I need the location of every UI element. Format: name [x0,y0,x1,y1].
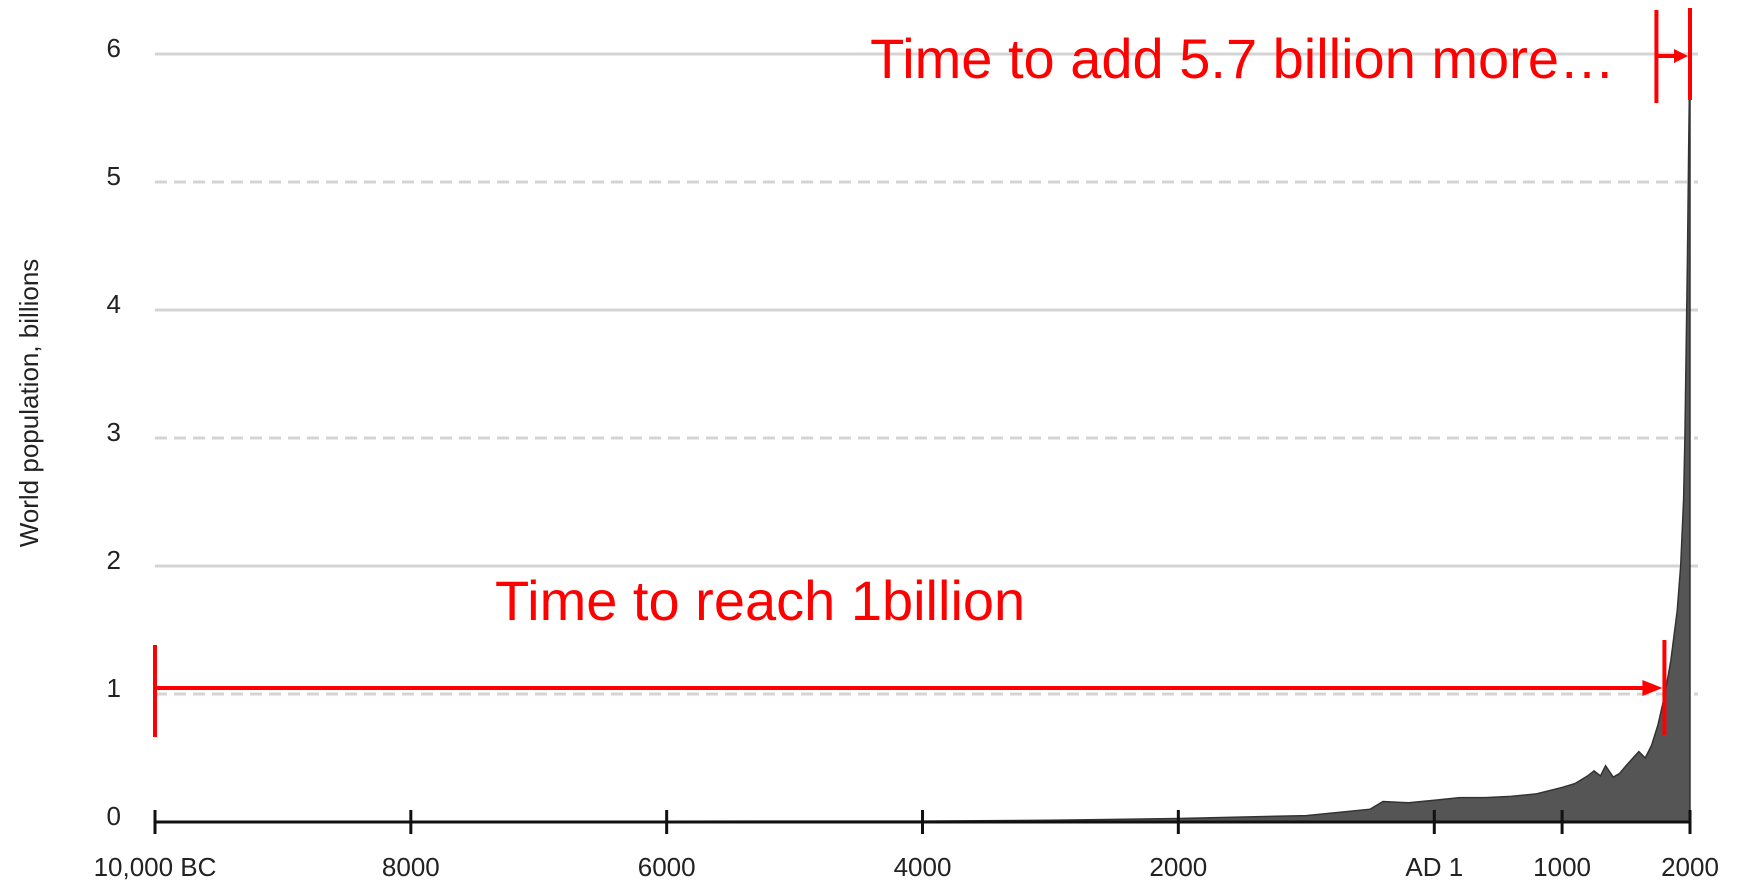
x-tick-label: 1000 [1533,852,1591,882]
x-tick-label: 4000 [894,852,952,882]
y-tick-label: 4 [107,289,121,319]
x-tick-label: AD 1 [1405,852,1463,882]
y-tick-label: 1 [107,673,121,703]
annotation-2-arrowhead [1674,49,1688,63]
y-tick-label: 3 [107,417,121,447]
y-tick-label: 0 [107,801,121,831]
x-axis [153,810,1692,834]
y-tick-label: 6 [107,33,121,63]
annotation-1-arrowhead [1642,680,1663,696]
x-tick-label: 8000 [382,852,440,882]
x-tick-label: 6000 [638,852,696,882]
annotations: Time to reach 1billion Time to add 5.7 bi… [153,8,1692,737]
x-tick-labels: 10,000 BC 8000 6000 4000 2000 AD 1 1000 2000 [94,852,1719,882]
x-tick-label: 2000 [1149,852,1207,882]
gridlines [155,52,1698,696]
annotation-1-label: Time to reach 1billion [495,569,1025,632]
population-area [154,41,1691,823]
y-tick-label: 5 [107,161,121,191]
x-tick-label: 10,000 BC [94,852,217,882]
y-tick-label: 2 [107,545,121,575]
annotation-2-label: Time to add 5.7 billion more… [870,27,1615,90]
x-tick-label: 2000 [1661,852,1719,882]
y-axis-title: World population, billions [14,259,44,548]
y-tick-labels: 0 1 2 3 4 5 6 [107,33,121,831]
